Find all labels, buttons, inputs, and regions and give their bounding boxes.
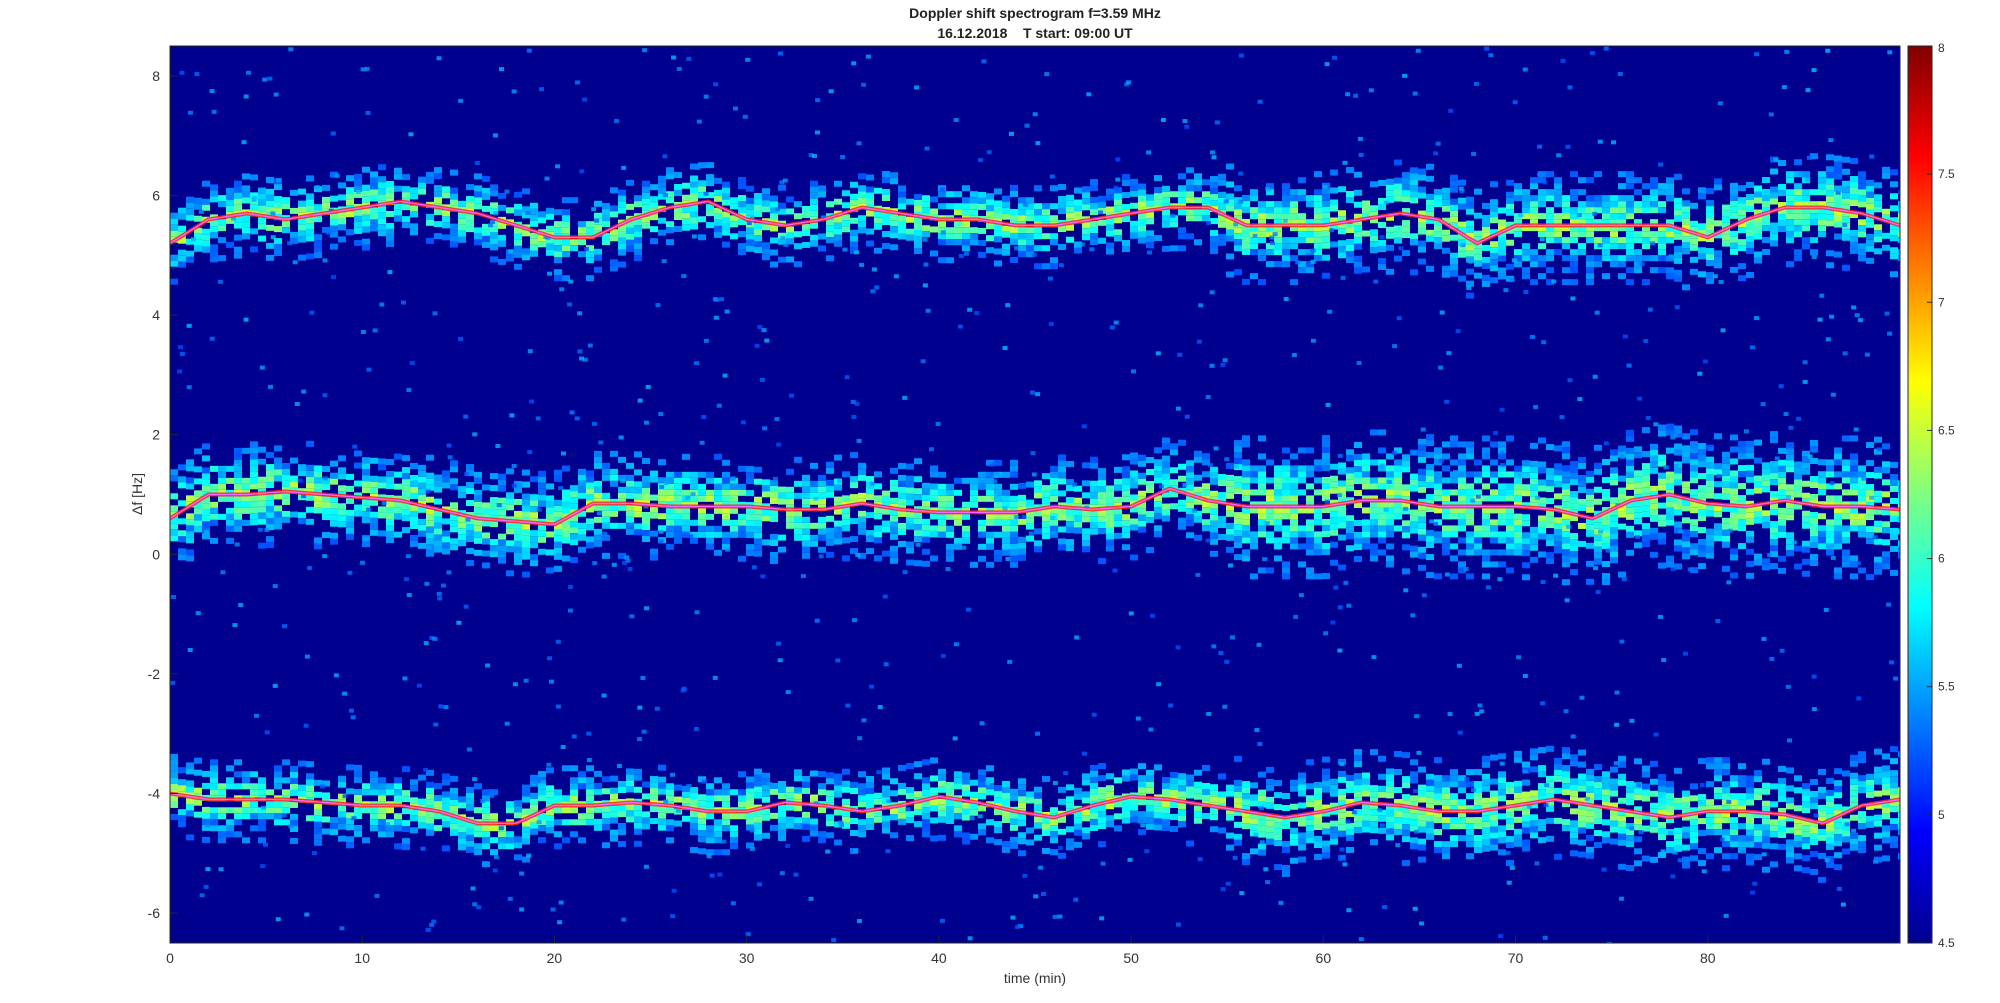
x-tick-label-3: 30 xyxy=(739,950,755,966)
band-fit-line-2 xyxy=(170,792,1900,825)
colorbar-tick-label-3: 6 xyxy=(1938,552,1945,566)
band-fit-line-0 xyxy=(170,200,1900,245)
x-tick-label-4: 40 xyxy=(931,950,947,966)
colorbar-ticks: 4.5 5 5.5 6 6.5 7 7.5 8 xyxy=(1927,41,1955,950)
colorbar-tick-label-1: 5 xyxy=(1938,808,1945,822)
x-tick-label-5: 50 xyxy=(1123,950,1139,966)
colorbar-tick-label-7: 8 xyxy=(1938,41,1945,55)
colorbar-tick-label-6: 7.5 xyxy=(1938,167,1955,181)
y-tick-label-2: -2 xyxy=(148,666,161,682)
plot-frame xyxy=(169,45,1901,944)
x-tick-label-8: 80 xyxy=(1700,950,1716,966)
x-axis-label: time (min) xyxy=(1004,970,1066,986)
y-tick-label-7: 8 xyxy=(152,68,160,84)
colorbar-tick-label-5: 7 xyxy=(1938,295,1945,309)
x-tick-label-6: 60 xyxy=(1316,950,1332,966)
y-tick-label-4: 2 xyxy=(152,427,160,443)
band-fit-line-1 xyxy=(170,487,1900,526)
y-tick-label-0: -6 xyxy=(148,905,161,921)
x-axis-ticks: 0 10 20 30 40 50 60 70 80 xyxy=(166,935,1716,966)
y-tick-label-6: 6 xyxy=(152,188,160,204)
y-tick-label-1: -4 xyxy=(148,786,161,802)
spectrogram-cells xyxy=(170,46,1900,943)
y-tick-label-3: 0 xyxy=(152,546,160,562)
y-tick-label-5: 4 xyxy=(152,307,160,323)
colorbar-tick-label-0: 4.5 xyxy=(1938,936,1955,950)
y-axis-label: Δf [Hz] xyxy=(129,473,145,515)
y-axis-ticks: -6 -4 -2 0 2 4 6 8 xyxy=(148,68,178,921)
chart-title: Doppler shift spectrogram f=3.59 MHz xyxy=(909,5,1161,21)
trace-lines xyxy=(170,199,1900,826)
x-tick-label-7: 70 xyxy=(1508,950,1524,966)
x-tick-label-2: 20 xyxy=(547,950,563,966)
x-tick-label-1: 10 xyxy=(354,950,370,966)
chart-subtitle: 16.12.2018 T start: 09:00 UT xyxy=(937,25,1133,41)
colorbar-tick-label-4: 6.5 xyxy=(1938,423,1955,437)
colorbar-tick-label-2: 5.5 xyxy=(1938,680,1955,694)
colorbar xyxy=(1907,45,1933,944)
x-tick-label-0: 0 xyxy=(166,950,174,966)
